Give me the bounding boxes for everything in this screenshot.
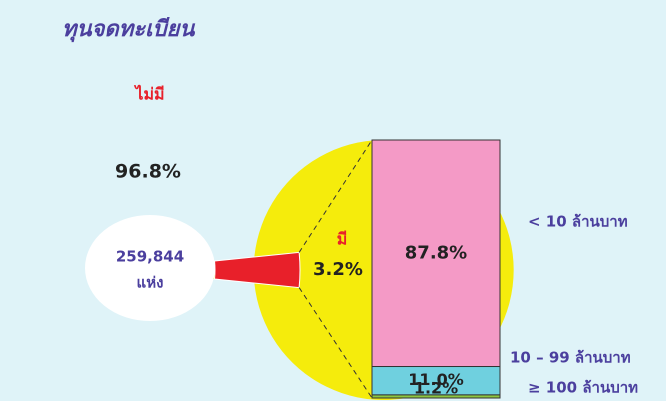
center-label: แห่ง	[137, 274, 164, 292]
center-label: 259,844	[116, 248, 184, 266]
category-label: ไม่มี	[133, 85, 164, 104]
category-label: มี	[337, 230, 348, 249]
chart-title: ทุนจดทะเบียน	[62, 16, 195, 43]
pie-slice	[213, 251, 301, 289]
bar-category-label: ≥ 100 ล้านบาท	[528, 379, 638, 397]
bar-segment	[371, 394, 501, 399]
bar-category-label: 10 – 99 ล้านบาท	[510, 349, 631, 367]
connector	[298, 139, 373, 253]
connector	[298, 287, 373, 399]
value-label: 3.2%	[313, 259, 363, 280]
bar-segment	[371, 139, 501, 368]
bar-value-label: 11.0%	[408, 370, 464, 389]
bar-segment	[371, 366, 501, 396]
donut-hole	[85, 215, 215, 321]
bar-value-label: 1.2%	[414, 379, 458, 398]
bar-value-label: 87.8%	[405, 242, 467, 263]
value-label: 96.8%	[115, 161, 181, 183]
bar-category-label: < 10 ล้านบาท	[528, 213, 628, 231]
